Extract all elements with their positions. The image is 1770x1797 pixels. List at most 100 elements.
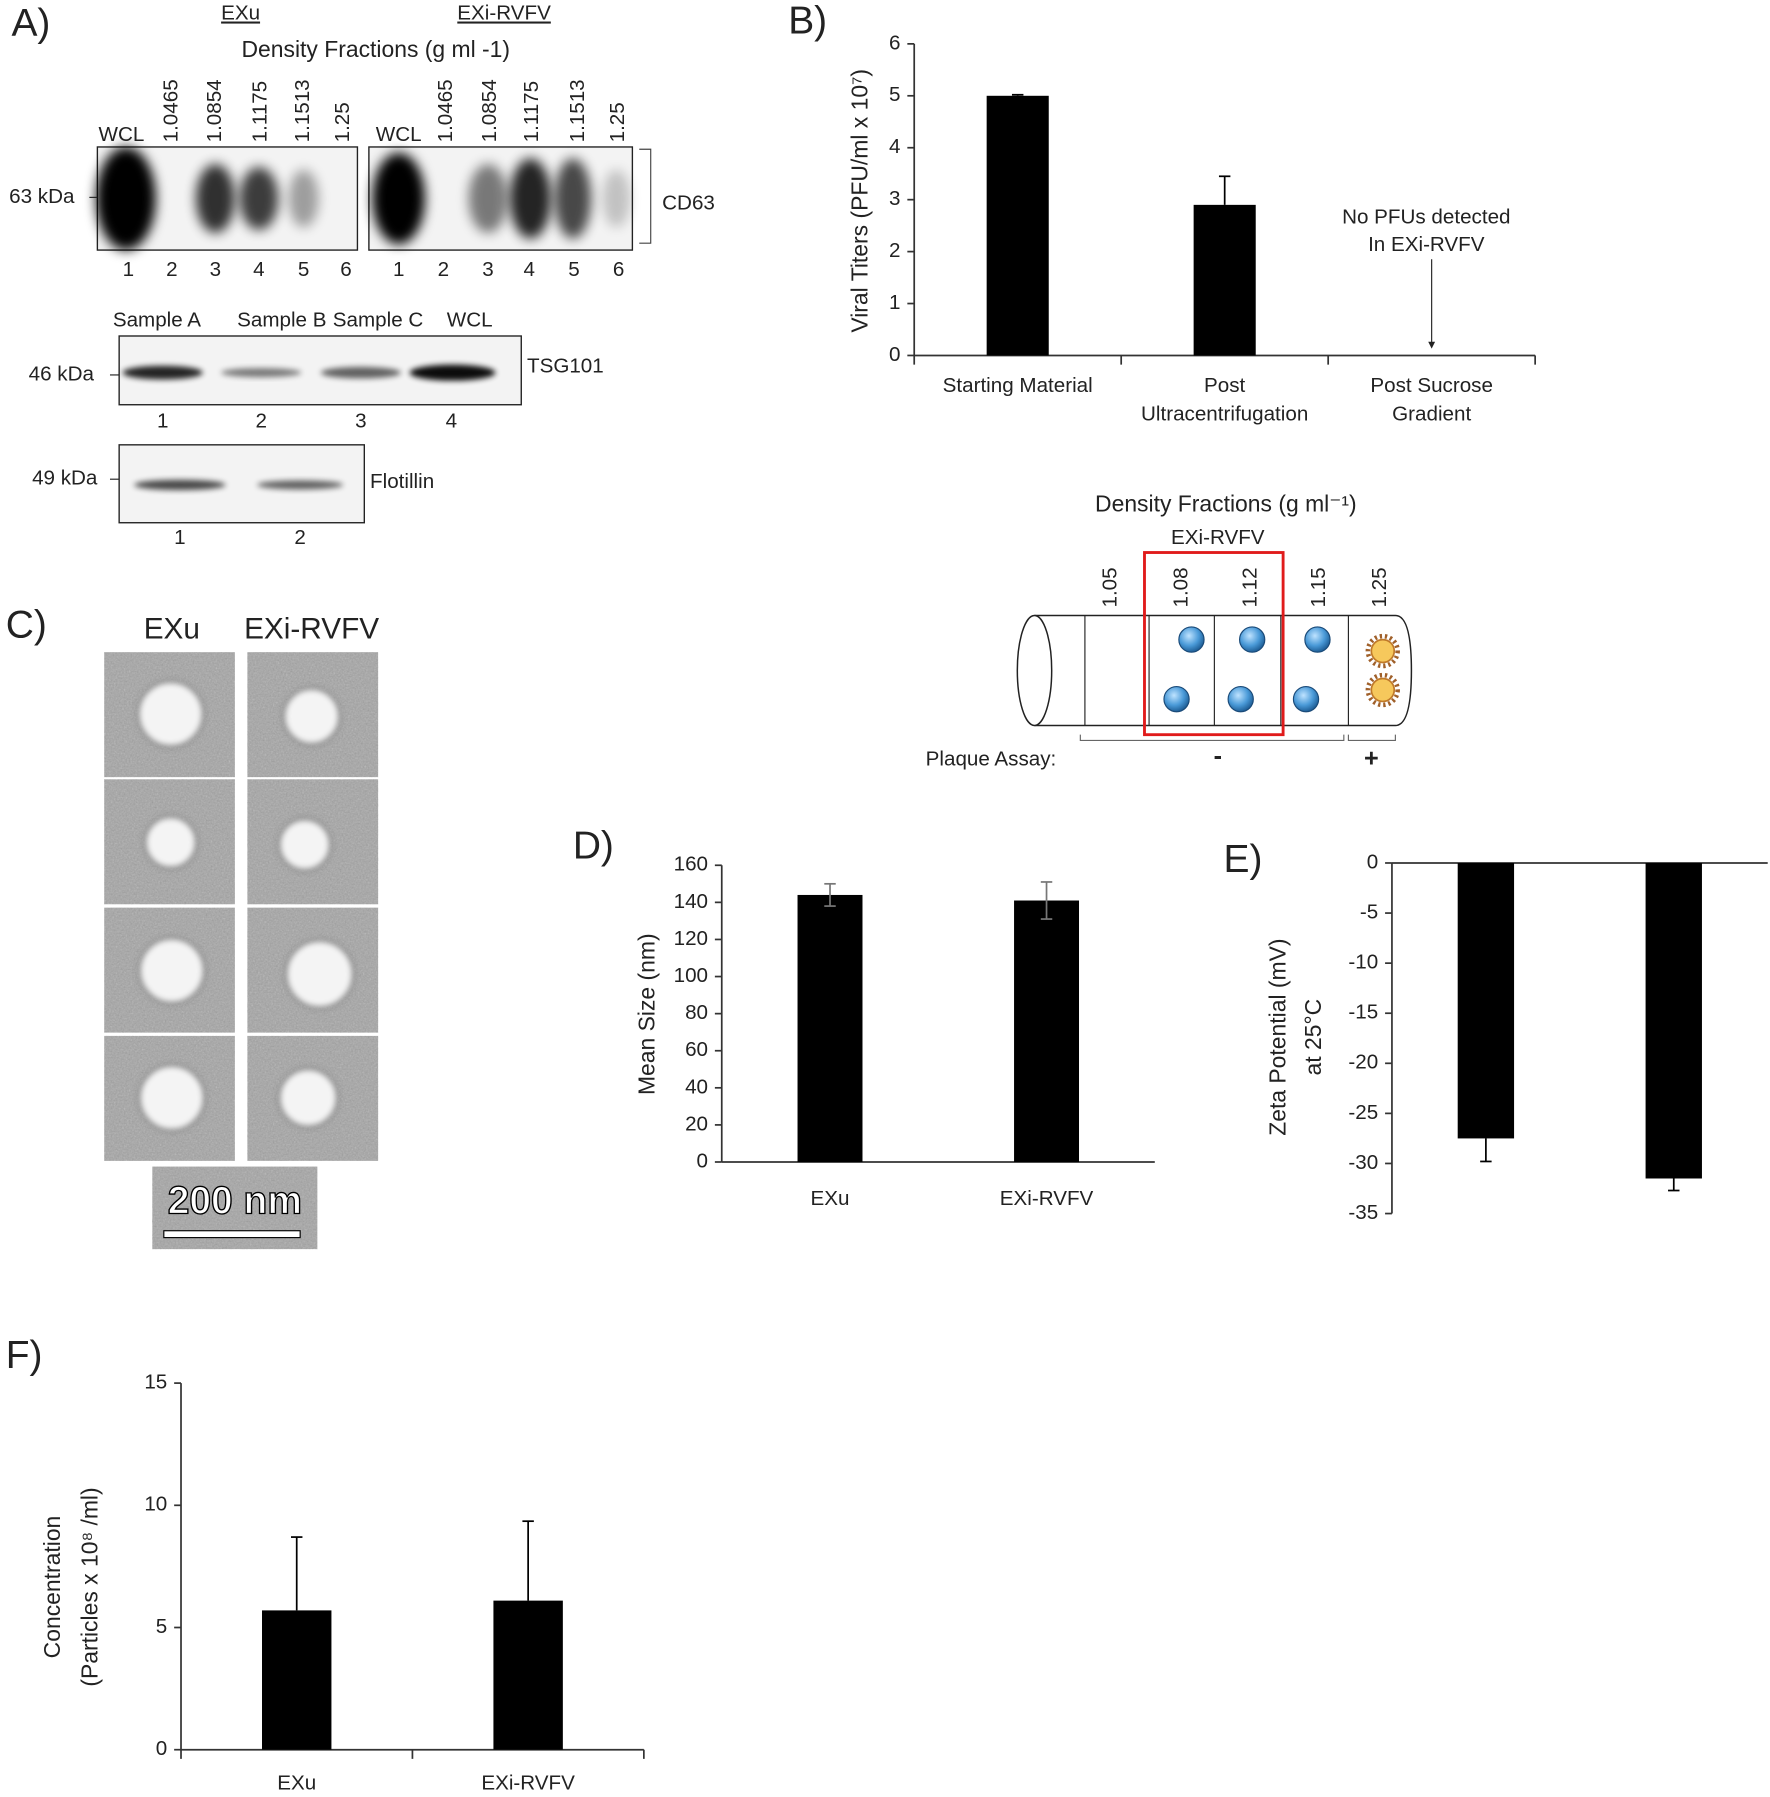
fraction-label: 1.15 [1307,567,1330,607]
error-bar [522,1520,534,1601]
lane-header: WCL [376,123,422,146]
vesicle [285,939,354,1009]
protein-label: Flotillin [370,470,434,493]
lane-number: 6 [340,258,351,281]
panel-label: C) [6,603,47,646]
bar [1014,900,1080,1162]
lane-header: 1.1513 [566,79,589,142]
y-tick-label: -15 [1348,1001,1378,1024]
annotation: No PFUs detected [1342,205,1510,228]
lane-header: 1.0465 [159,79,182,142]
lane-header: 1.1175 [520,81,543,143]
vesicle [138,1064,206,1132]
x-tick-label: Gradient [1392,402,1471,425]
blot-band [195,164,235,233]
y-axis-label: Viral Titers (PFU/ml x 10⁷) [847,69,873,333]
blot-band [468,164,508,233]
y-axis-label: Concentration [39,1516,65,1659]
blot-band [288,169,319,228]
y-tick-label: 15 [144,1371,167,1394]
error-bar [1480,1138,1492,1163]
lane-number: 3 [355,409,366,432]
vesicle [137,680,204,748]
error-bar [1218,175,1231,205]
bar [986,95,1049,356]
x-tick-label: Ultracentrifugation [1141,402,1308,425]
lane-number: 4 [253,258,264,281]
x-tick-label: Post Sucrose [1370,374,1493,397]
panel-label: A) [11,2,50,45]
blot-band [134,479,226,491]
virus-spikes [1365,672,1400,708]
y-tick-label: 0 [156,1737,167,1760]
y-tick-label: 140 [674,890,708,913]
lane-number: 6 [613,258,624,281]
blot-band [509,158,552,239]
fraction-label: 1.25 [1368,567,1391,607]
sample-label: Sample A [113,309,201,332]
sample-label: Sample C [333,309,424,332]
vesicle-icon [1163,685,1190,713]
lane-header: 1.0854 [478,79,501,142]
tube-end [1016,614,1053,727]
lane-header: 1.25 [331,102,354,142]
x-tick-label: EXi-RVFV [1000,1187,1094,1210]
blot-band [239,167,279,231]
y-tick-label: 0 [1367,850,1378,873]
y-tick-label: 100 [674,964,708,987]
blot-band [554,158,592,239]
sample-label: Sample B [237,309,326,332]
blot-band [96,146,156,251]
y-tick-label: -25 [1348,1101,1378,1124]
lane-header: 1.25 [606,102,629,142]
bar [1645,862,1702,1179]
y-tick-label: 6 [889,31,900,54]
vesicle [144,816,198,869]
y-tick-label: 20 [685,1112,708,1135]
lane-number: 1 [174,526,185,549]
y-tick-label: 0 [889,343,900,366]
y-tick-label: -30 [1348,1151,1378,1174]
y-tick-label: -35 [1348,1201,1378,1224]
bracket [1347,734,1396,741]
group-label: EXi-RVFV [457,2,551,25]
column-label: EXi-RVFV [244,612,379,645]
error-bar [824,882,836,907]
y-tick-label: 1 [889,291,900,314]
lane-number: 2 [294,526,305,549]
panel-label: E) [1224,838,1263,881]
y-tick-label: 5 [156,1615,167,1638]
y-tick-label: 2 [889,239,900,262]
blot-band [602,169,631,228]
vesicle-icon [1292,685,1320,713]
x-tick-label: Starting Material [943,374,1093,397]
lane-number: 1 [157,409,168,432]
y-tick-label: 160 [674,853,708,876]
size-marker: 63 kDa [9,185,75,208]
highlight-box [1143,551,1285,737]
virus-icon [1370,638,1396,664]
vesicle-icon [1227,685,1254,713]
lane-number: 2 [438,258,449,281]
x-tick-label: EXu [277,1772,316,1795]
error-bar [1668,1178,1680,1192]
lane-number: 4 [524,258,535,281]
blot-band [372,152,426,245]
lane-header: 1.1175 [249,81,272,143]
panel-label: B) [788,0,827,43]
protein-label: TSG101 [527,354,604,377]
column-label: EXu [144,612,200,645]
annotation: In EXi-RVFV [1368,233,1485,256]
bar [493,1600,563,1750]
panel-label: F) [6,1334,43,1377]
blot-band [221,368,302,378]
y-axis-label: Mean Size (nm) [633,933,659,1095]
lane-header: 1.0465 [434,79,457,142]
bar [262,1610,332,1750]
sample-label: WCL [447,309,493,332]
fraction-label: 1.05 [1099,567,1122,607]
y-axis-label: Zeta Potential (mV) [1265,938,1291,1135]
lane-number: 1 [123,258,134,281]
bracket [1079,734,1345,741]
